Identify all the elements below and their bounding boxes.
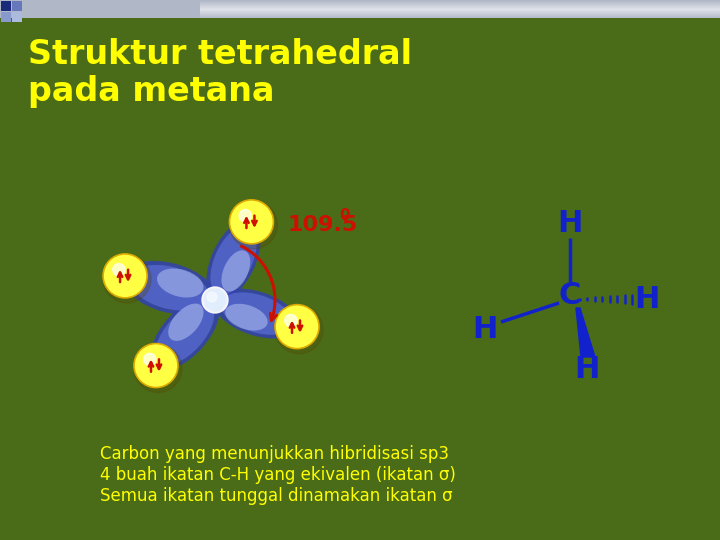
Ellipse shape <box>214 278 235 301</box>
Ellipse shape <box>201 300 217 326</box>
Circle shape <box>207 292 217 302</box>
Bar <box>1 1 11 11</box>
Circle shape <box>284 314 297 327</box>
Text: H: H <box>557 208 582 238</box>
Bar <box>200 7 720 8</box>
Bar <box>200 12 720 13</box>
Bar <box>200 13 720 14</box>
Ellipse shape <box>210 225 257 295</box>
Circle shape <box>275 306 323 354</box>
Text: H: H <box>634 286 660 314</box>
Ellipse shape <box>215 289 300 339</box>
Bar <box>200 16 720 17</box>
Ellipse shape <box>221 292 293 335</box>
Text: Struktur tetrahedral: Struktur tetrahedral <box>28 38 412 71</box>
Ellipse shape <box>222 251 251 292</box>
Circle shape <box>275 305 319 349</box>
Circle shape <box>230 200 274 244</box>
Circle shape <box>103 255 151 303</box>
Bar <box>200 10 720 11</box>
Polygon shape <box>576 308 595 357</box>
Bar <box>0 0 720 18</box>
Bar <box>200 14 720 15</box>
Circle shape <box>144 353 156 366</box>
Bar <box>200 6 720 7</box>
Bar <box>200 0 720 1</box>
Ellipse shape <box>225 304 268 330</box>
Bar <box>200 3 720 4</box>
Bar <box>200 11 720 12</box>
Text: Semua ikatan tunggal dinamakan ikatan σ: Semua ikatan tunggal dinamakan ikatan σ <box>100 487 453 505</box>
Circle shape <box>113 264 125 276</box>
Text: 109.5: 109.5 <box>287 215 357 235</box>
Text: Carbon yang menunjukkan hibridisasi sp3: Carbon yang menunjukkan hibridisasi sp3 <box>100 445 449 463</box>
Bar <box>200 1 720 2</box>
Bar <box>200 2 720 3</box>
Circle shape <box>134 345 182 393</box>
Ellipse shape <box>215 296 245 311</box>
Ellipse shape <box>188 289 215 302</box>
Ellipse shape <box>123 261 215 314</box>
Text: H: H <box>472 315 498 345</box>
Text: H: H <box>575 355 600 384</box>
Ellipse shape <box>157 268 204 298</box>
Text: 4 buah ikatan C-H yang ekivalen (ikatan σ): 4 buah ikatan C-H yang ekivalen (ikatan … <box>100 466 456 484</box>
Ellipse shape <box>130 265 209 310</box>
Bar <box>200 9 720 10</box>
Bar <box>1 12 11 22</box>
Bar <box>200 8 720 9</box>
Text: 0: 0 <box>339 207 350 222</box>
Bar <box>12 1 22 11</box>
Circle shape <box>230 201 277 249</box>
Text: pada metana: pada metana <box>28 75 274 108</box>
Ellipse shape <box>156 302 214 364</box>
Bar <box>200 4 720 5</box>
Circle shape <box>134 343 178 388</box>
Ellipse shape <box>207 219 261 301</box>
Bar <box>200 15 720 16</box>
Ellipse shape <box>168 303 204 341</box>
Bar <box>12 12 22 22</box>
Bar <box>200 5 720 6</box>
Circle shape <box>103 254 147 298</box>
Bar <box>200 17 720 18</box>
Circle shape <box>239 210 251 222</box>
Circle shape <box>202 287 228 313</box>
Circle shape <box>205 290 225 310</box>
Ellipse shape <box>150 297 220 370</box>
Text: C: C <box>559 280 581 309</box>
